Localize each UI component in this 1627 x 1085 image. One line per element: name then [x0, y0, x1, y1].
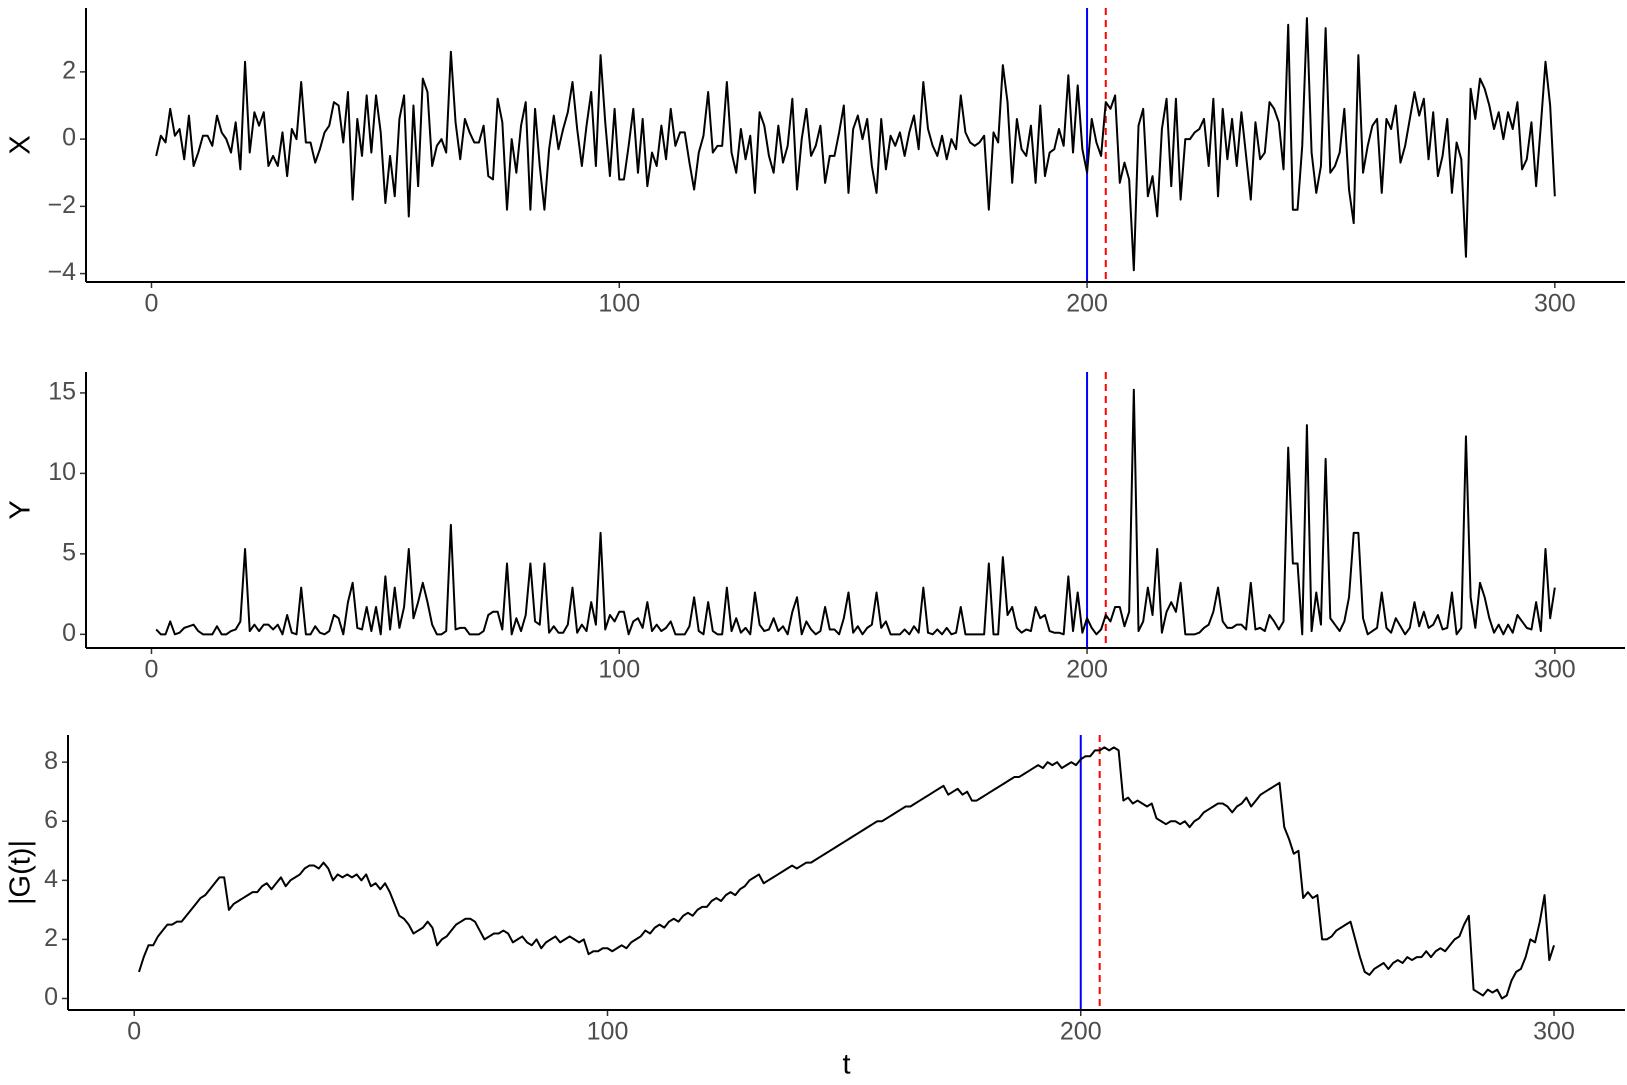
data-line	[155, 388, 1556, 636]
y-axis-title: X	[5, 135, 37, 154]
x-tick-label: 300	[1533, 1018, 1575, 1046]
y-tick-label: 15	[48, 378, 76, 406]
y-tick-label: 4	[44, 865, 58, 893]
y-tick-label: 10	[48, 458, 76, 486]
y-axis-title: |G(t)|	[5, 840, 37, 905]
x-tick-label: 0	[127, 1018, 141, 1046]
y-tick-label: 2	[62, 56, 76, 84]
x-axis-title: t	[842, 1049, 850, 1081]
y-axis-title: Y	[5, 500, 37, 519]
y-tick-label: 5	[62, 538, 76, 566]
y-tick-label: 8	[44, 747, 58, 775]
x-tick-label: 100	[587, 1018, 629, 1046]
data-line	[138, 746, 1555, 1000]
x-tick-label: 200	[1066, 290, 1108, 318]
x-tick-label: 300	[1534, 656, 1576, 684]
y-tick-label: −4	[47, 258, 76, 286]
x-tick-label: 100	[598, 290, 640, 318]
x-tick-label: 100	[598, 656, 640, 684]
x-tick-label: 200	[1066, 656, 1108, 684]
x-tick-label: 0	[145, 656, 159, 684]
y-tick-label: 0	[44, 983, 58, 1011]
y-tick-label: 0	[62, 619, 76, 647]
data-line	[155, 17, 1556, 272]
x-tick-label: 200	[1060, 1018, 1102, 1046]
x-tick-label: 0	[145, 290, 159, 318]
y-tick-label: −2	[47, 191, 76, 219]
y-tick-label: 0	[62, 124, 76, 152]
y-tick-label: 6	[44, 806, 58, 834]
y-tick-label: 2	[44, 924, 58, 952]
x-tick-label: 300	[1534, 290, 1576, 318]
